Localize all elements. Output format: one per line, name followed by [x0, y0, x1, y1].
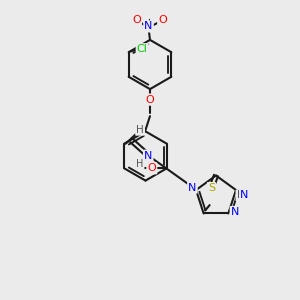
Text: N: N: [144, 151, 152, 161]
Text: N: N: [144, 21, 153, 32]
Text: H: H: [136, 124, 144, 135]
Text: S: S: [208, 183, 215, 193]
Text: O: O: [132, 15, 141, 26]
Text: N: N: [231, 207, 239, 217]
Text: H: H: [237, 190, 244, 200]
Text: O: O: [158, 15, 167, 26]
Text: O: O: [147, 163, 156, 173]
Text: O: O: [146, 94, 154, 105]
Text: N: N: [188, 183, 196, 193]
Text: H: H: [136, 159, 143, 169]
Text: N: N: [240, 190, 249, 200]
Text: Cl: Cl: [137, 44, 148, 54]
